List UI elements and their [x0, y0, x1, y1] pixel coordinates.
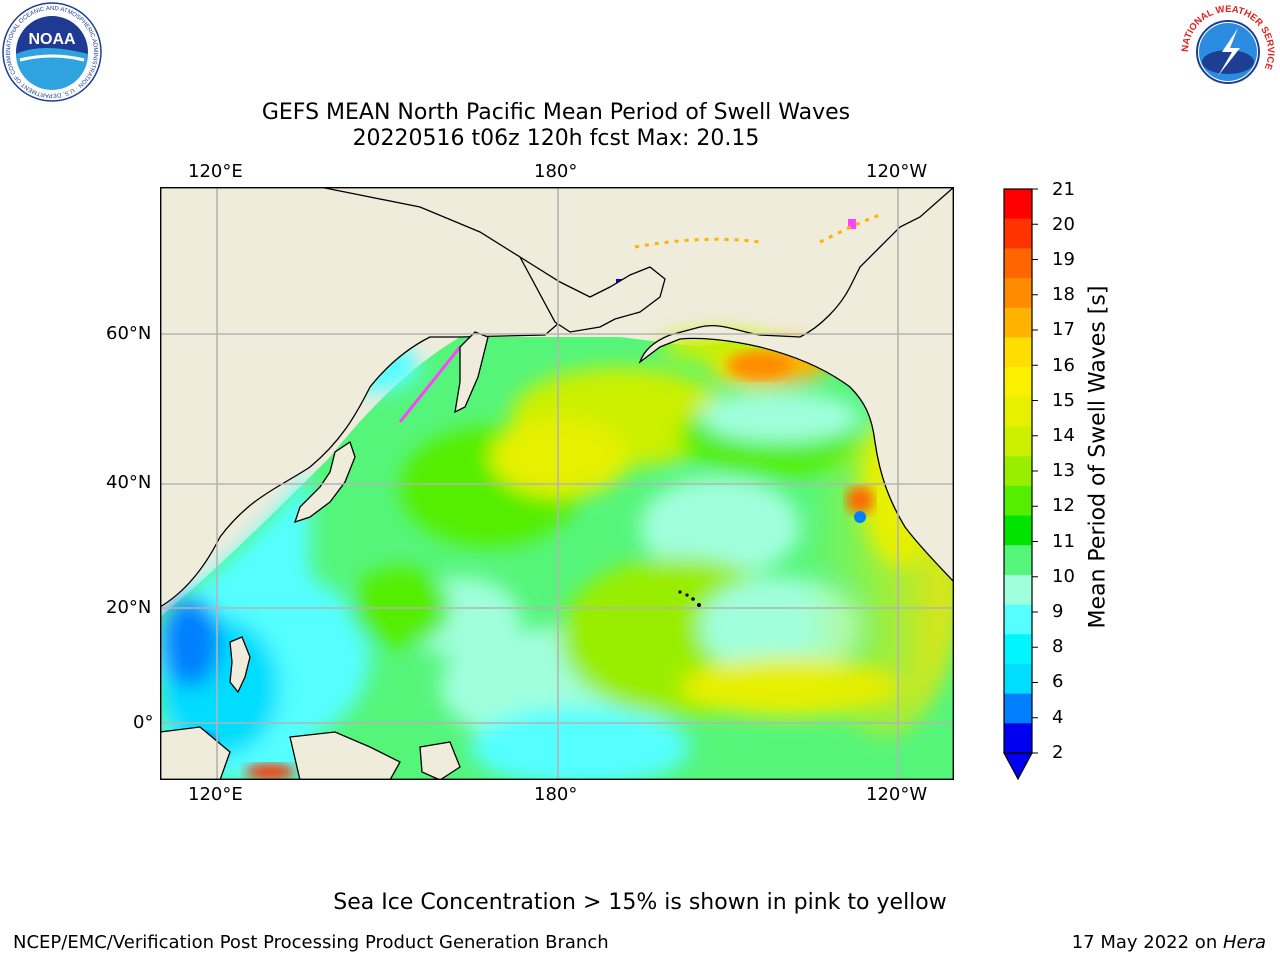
land-masses — [160, 187, 954, 780]
colorbar-segment — [1004, 248, 1032, 279]
colorbar-tick-2: 2 — [1052, 742, 1064, 763]
colorbar-extend-arrow — [1002, 752, 1034, 781]
colorbar-segment — [1004, 545, 1032, 576]
colorbar-tick-11: 11 — [1052, 531, 1075, 552]
chart-title: GEFS MEAN North Pacific Mean Period of S… — [0, 100, 1112, 152]
footer-date-text: 17 May 2022 on — [1071, 932, 1223, 953]
colorbar-tick-4: 4 — [1052, 707, 1064, 728]
lat-label-0: 0° — [133, 712, 154, 733]
colorbar-tick-14: 14 — [1052, 425, 1075, 446]
colorbar-segment — [1004, 456, 1032, 487]
colorbar-tick-9: 9 — [1052, 601, 1064, 622]
colorbar-tick-12: 12 — [1052, 495, 1075, 516]
colorbar-segment — [1004, 337, 1032, 368]
map-frame — [160, 187, 954, 780]
title-line-1: GEFS MEAN North Pacific Mean Period of S… — [261, 100, 851, 125]
colorbar-tick-13: 13 — [1052, 460, 1075, 481]
colorbar — [1002, 188, 1038, 781]
colorbar-segment — [1004, 218, 1032, 249]
colorbar-segment — [1004, 604, 1032, 635]
swell-period-map — [160, 187, 954, 780]
colorbar-tick-6: 6 — [1052, 671, 1064, 692]
colorbar-segment — [1004, 634, 1032, 665]
colorbar-tick-16: 16 — [1052, 355, 1075, 376]
colorbar-tick-8: 8 — [1052, 636, 1064, 657]
colorbar-tick-18: 18 — [1052, 284, 1075, 305]
colorbar-tick-10: 10 — [1052, 566, 1075, 587]
colorbar-segment — [1004, 515, 1032, 546]
colorbar-segment — [1004, 485, 1032, 517]
lon-label-bottom-120w: 120°W — [866, 784, 928, 805]
colorbar-tick-15: 15 — [1052, 390, 1075, 411]
colorbar-label: Mean Period of Swell Waves [s] — [1085, 285, 1111, 629]
lon-label-bottom-120e: 120°E — [188, 784, 243, 805]
colorbar-segment — [1004, 693, 1032, 724]
lon-label-top-120w: 120°W — [866, 161, 928, 182]
title-line-2: 20220516 t06z 120h fcst Max: 20.15 — [352, 126, 760, 151]
nws-logo: NATIONAL WEATHER SERVICE — [1180, 4, 1276, 100]
ocean-field — [160, 213, 954, 780]
colorbar-segment — [1004, 574, 1032, 606]
lon-label-top-180: 180° — [534, 161, 578, 182]
colorbar-segment — [1004, 663, 1032, 695]
colorbar-tick-21: 21 — [1052, 179, 1075, 200]
colorbar-segment — [1004, 396, 1032, 427]
colorbar-tick-20: 20 — [1052, 214, 1075, 235]
colorbar-segment — [1004, 189, 1032, 220]
lat-label-60n: 60°N — [106, 323, 152, 344]
colorbar-segment — [1004, 723, 1032, 754]
lat-label-40n: 40°N — [106, 472, 152, 493]
sea-ice-note: Sea Ice Concentration > 15% is shown in … — [333, 890, 947, 915]
colorbar-segment — [1004, 307, 1032, 338]
noaa-logo-text: NOAA — [28, 31, 76, 48]
graticule — [160, 187, 954, 780]
footer-date: 17 May 2022 on Hera — [1072, 932, 1266, 954]
colorbar-tick-17: 17 — [1052, 319, 1075, 340]
footer-machine: Hera — [1222, 932, 1266, 953]
colorbar-tick-19: 19 — [1052, 249, 1075, 270]
footer-credit: NCEP/EMC/Verification Post Processing Pr… — [13, 932, 609, 953]
lon-label-top-120e: 120°E — [188, 161, 243, 182]
noaa-logo: NOAA NATIONAL OCEANIC AND ATMOSPHERIC AD… — [2, 2, 102, 102]
colorbar-segment — [1004, 278, 1032, 309]
lon-label-bottom-180: 180° — [534, 784, 578, 805]
colorbar-segment — [1004, 367, 1032, 398]
colorbar-segment — [1004, 426, 1032, 457]
lat-label-20n: 20°N — [106, 597, 152, 618]
